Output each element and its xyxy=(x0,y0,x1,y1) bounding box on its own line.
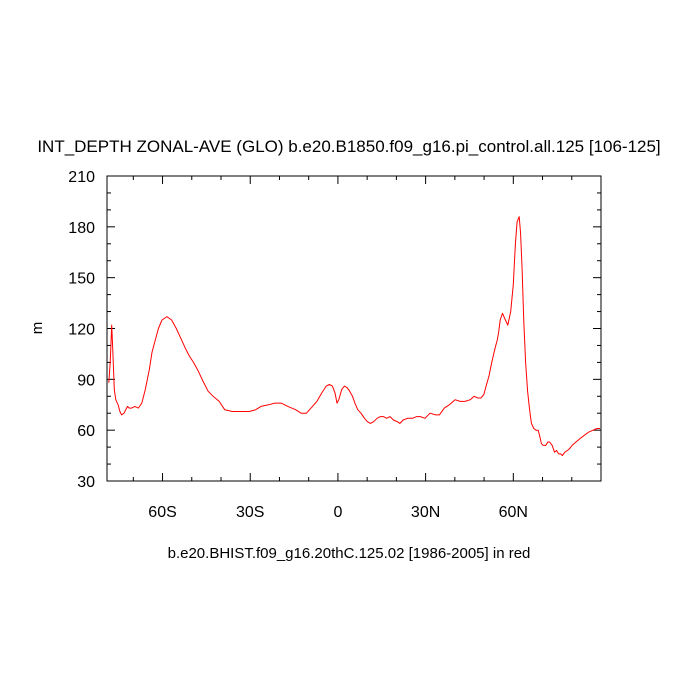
y-tick-label: 60 xyxy=(77,423,95,440)
y-tick-label: 210 xyxy=(68,169,95,186)
y-tick-label: 30 xyxy=(77,474,95,491)
y-tick-label: 180 xyxy=(68,220,95,237)
series-line-0 xyxy=(108,216,601,457)
y-axis-label: m xyxy=(29,322,46,335)
x-tick-label: 60N xyxy=(499,504,528,521)
x-tick-label: 30S xyxy=(236,504,264,521)
chart-title: INT_DEPTH ZONAL-AVE (GLO) b.e20.B1850.f0… xyxy=(37,137,660,156)
x-tick-label: 60S xyxy=(148,504,176,521)
y-tick-label: 90 xyxy=(77,372,95,389)
x-tick-label: 30N xyxy=(411,504,440,521)
y-tick-label: 150 xyxy=(68,271,95,288)
y-tick-label: 120 xyxy=(68,322,95,339)
x-tick-label: 0 xyxy=(333,504,342,521)
plot-frame xyxy=(106,175,602,482)
chart-subtitle: b.e20.BHIST.f09_g16.20thC.125.02 [1986-2… xyxy=(168,545,531,562)
